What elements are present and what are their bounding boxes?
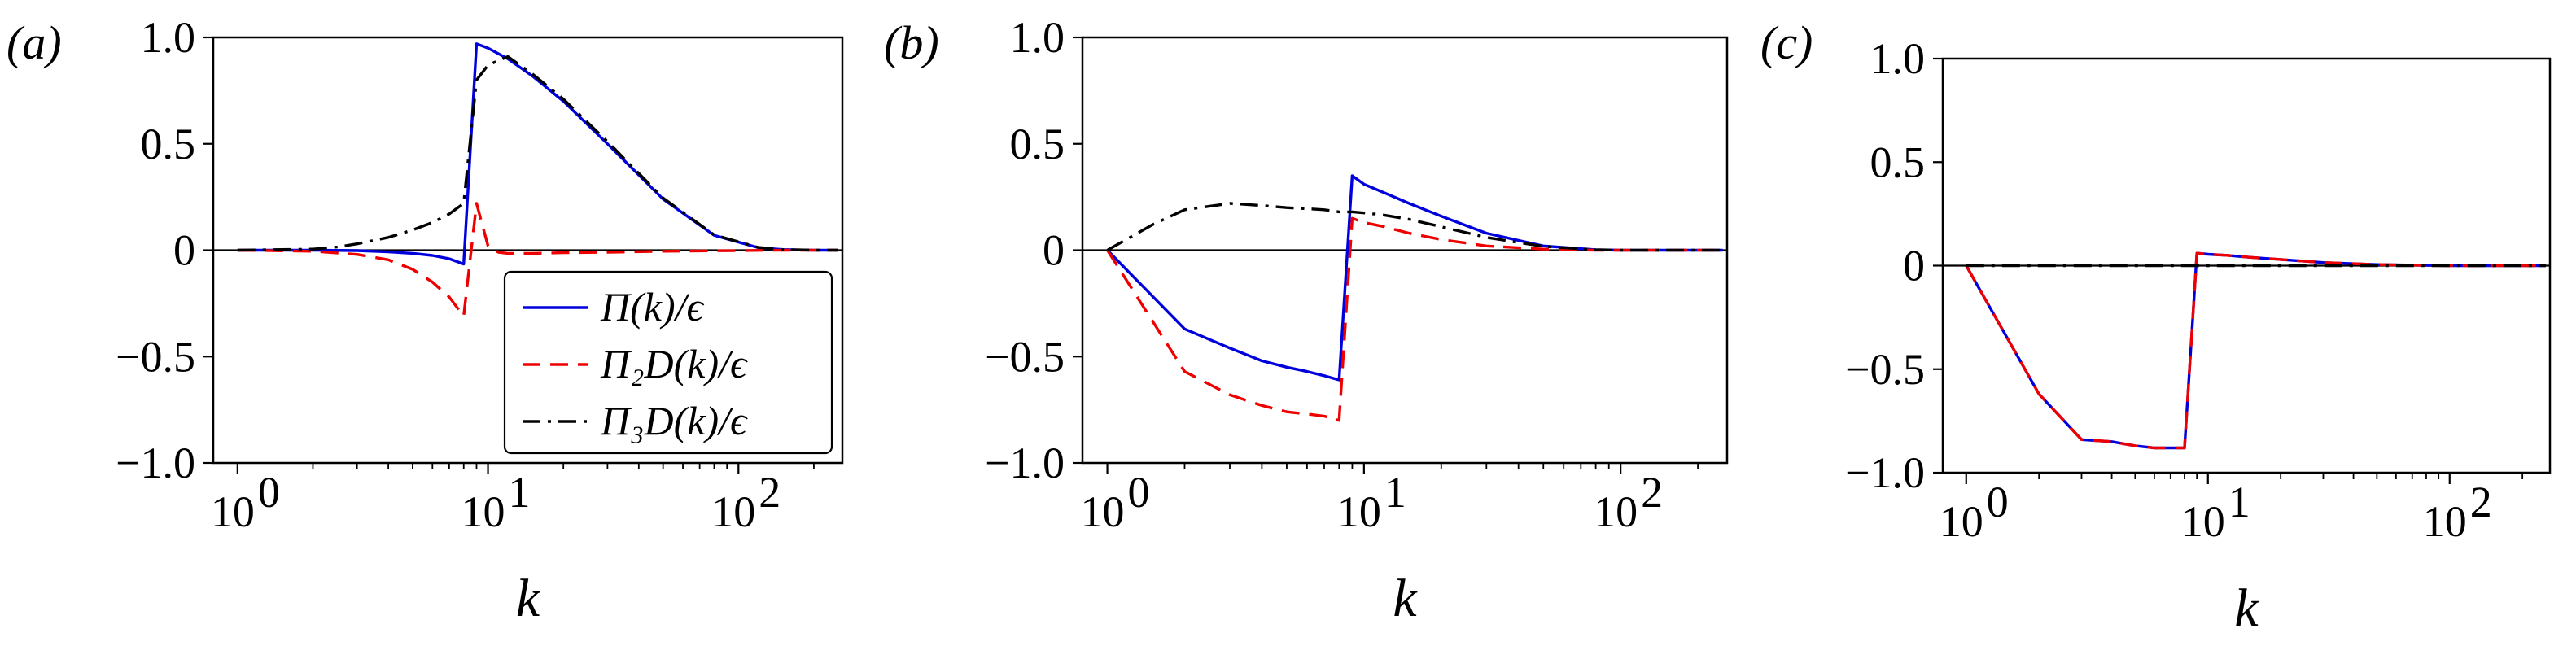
x-tick-label: 10 — [211, 487, 255, 536]
legend-label-1: Π(k)/ϵ — [600, 284, 704, 330]
y-tick-label: 0.5 — [1010, 120, 1065, 168]
panel-label: (a) — [7, 16, 62, 69]
legend: Π(k)/ϵ Π₂D(k)/ϵ Π₃D(k)/ϵ — [503, 270, 833, 455]
panel-label: (b) — [884, 16, 939, 69]
y-tick-label: −1.0 — [1845, 448, 1925, 497]
y-tick-label: 0 — [173, 226, 195, 275]
y-tick-label: 1.0 — [1010, 13, 1065, 62]
panel-3: 1.00.50−0.5−1.010 0 10 1 10 2k(c) — [1760, 16, 2552, 638]
series-line-3 — [1106, 202, 1723, 252]
x-axis-title: k — [516, 569, 541, 628]
x-tick-exponent: 0 — [1128, 468, 1150, 517]
y-tick-label: 0.5 — [1870, 137, 1926, 186]
legend-box — [503, 270, 833, 455]
x-tick-label: 10 — [1081, 487, 1125, 536]
x-tick-label: 10 — [2423, 497, 2467, 546]
series-line-1 — [237, 42, 838, 266]
x-tick-label: 10 — [461, 487, 505, 536]
series-line-1 — [1106, 174, 1723, 382]
panel-2: 1.00.50−0.5−1.010 0 10 1 10 2k(b) — [884, 13, 1729, 628]
y-tick-label: 1.0 — [1870, 34, 1926, 83]
x-axis-title: k — [2234, 578, 2259, 638]
legend-label-2: Π₂D(k)/ϵ — [600, 341, 748, 386]
x-tick-label: 10 — [711, 487, 755, 536]
series-line-2 — [1965, 251, 2546, 450]
panel-1: 1.00.50−0.5−1.010 0 10 1 10 2k(a)Π(k)/ϵΠ₂D(k)… — [7, 13, 844, 628]
y-tick-label: −0.5 — [985, 332, 1065, 381]
x-tick-exponent: 2 — [2470, 478, 2492, 526]
x-tick-exponent: 2 — [759, 468, 781, 517]
x-tick-exponent: 2 — [1641, 468, 1663, 517]
series-line-1 — [1965, 251, 2546, 450]
series-line-3 — [237, 55, 838, 252]
legend-label-3: Π₃D(k)/ϵ — [600, 398, 748, 443]
x-tick-exponent: 0 — [258, 468, 280, 517]
x-tick-label: 10 — [1594, 487, 1638, 536]
x-tick-exponent: 1 — [1384, 468, 1406, 517]
y-tick-label: −0.5 — [1845, 345, 1925, 394]
series-line-2 — [237, 202, 838, 318]
y-tick-label: 0.5 — [141, 120, 196, 168]
y-tick-label: 0 — [1903, 242, 1925, 290]
x-tick-exponent: 1 — [2228, 478, 2250, 526]
panel-label: (c) — [1760, 16, 1813, 69]
x-axis-title: k — [1393, 569, 1418, 628]
x-tick-label: 10 — [1940, 497, 1983, 546]
y-tick-label: −1.0 — [116, 439, 195, 487]
x-tick-exponent: 0 — [1987, 478, 2009, 526]
y-tick-label: −0.5 — [116, 332, 195, 381]
x-tick-exponent: 1 — [509, 468, 531, 517]
x-tick-label: 10 — [2181, 497, 2225, 546]
x-tick-label: 10 — [1337, 487, 1381, 536]
series-line-2 — [1106, 216, 1723, 422]
y-tick-label: 0 — [1043, 226, 1065, 275]
y-tick-label: −1.0 — [985, 439, 1065, 487]
y-tick-label: 1.0 — [141, 13, 196, 62]
